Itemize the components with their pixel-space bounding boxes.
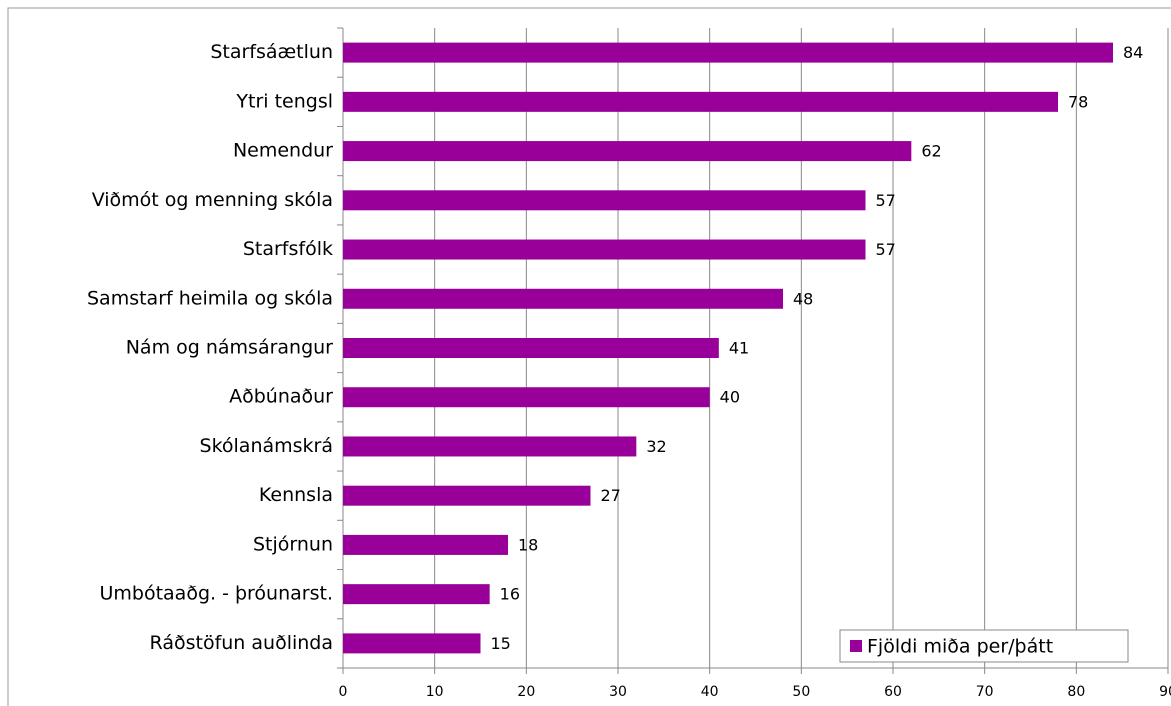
x-tick-label: 60 xyxy=(884,684,902,700)
y-tick-label: Skólanámskrá xyxy=(200,435,333,457)
value-label: 15 xyxy=(491,634,511,653)
y-tick-label: Ráðstöfun auðlinda xyxy=(150,632,333,654)
y-tick-label: Ytri tengsl xyxy=(235,90,333,112)
y-tick-label: Viðmót og menning skóla xyxy=(92,189,333,211)
bar xyxy=(343,239,866,260)
value-label: 18 xyxy=(518,535,538,554)
bar xyxy=(343,42,1113,63)
value-label: 16 xyxy=(500,585,520,604)
y-tick-label: Kennsla xyxy=(259,484,333,506)
bar xyxy=(343,485,591,506)
y-tick-label: Starfsáætlun xyxy=(210,41,333,63)
value-label: 48 xyxy=(793,289,813,308)
bar xyxy=(343,387,710,408)
x-tick-label: 20 xyxy=(517,684,535,700)
x-tick-label: 70 xyxy=(976,684,994,700)
x-tick-label: 10 xyxy=(426,684,444,700)
bar xyxy=(343,534,508,555)
bar xyxy=(343,338,719,358)
value-label: 62 xyxy=(921,142,941,161)
value-label: 27 xyxy=(601,486,621,505)
legend-box xyxy=(839,629,1129,663)
y-tick-label: Stjórnun xyxy=(253,533,333,555)
bar xyxy=(343,436,637,457)
y-tick-label: Aðbúnaður xyxy=(229,386,333,408)
y-tick-label: Nemendur xyxy=(233,140,333,162)
x-tick-label: 50 xyxy=(792,684,810,700)
x-tick-label: 90 xyxy=(1159,684,1171,700)
value-label: 78 xyxy=(1068,92,1088,111)
x-tick-label: 0 xyxy=(339,684,348,700)
marks xyxy=(343,42,1113,654)
x-tick-label: 30 xyxy=(609,684,627,700)
bar xyxy=(343,190,866,211)
bar xyxy=(343,141,912,162)
value-label: 41 xyxy=(729,339,749,358)
bar xyxy=(343,91,1058,112)
legend-label: Fjöldi miða per/þátt xyxy=(867,636,1053,658)
x-tick-label: 40 xyxy=(701,684,719,700)
value-label: 84 xyxy=(1123,43,1143,62)
y-tick-label: Nám og námsárangur xyxy=(126,337,333,359)
x-tick-label: 80 xyxy=(1067,684,1085,700)
value-label: 40 xyxy=(720,388,740,407)
bar xyxy=(343,584,490,605)
bar xyxy=(343,288,783,309)
value-label: 57 xyxy=(876,240,896,259)
legend-swatch xyxy=(850,640,862,652)
y-tick-label: Starfsfólk xyxy=(243,238,333,260)
value-label: 32 xyxy=(646,437,666,456)
y-tick-label: Samstarf heimila og skóla xyxy=(87,287,333,309)
bar xyxy=(343,633,481,654)
y-tick-label: Umbótaaðg. - þróunarst. xyxy=(99,583,333,605)
value-label: 57 xyxy=(876,191,896,210)
